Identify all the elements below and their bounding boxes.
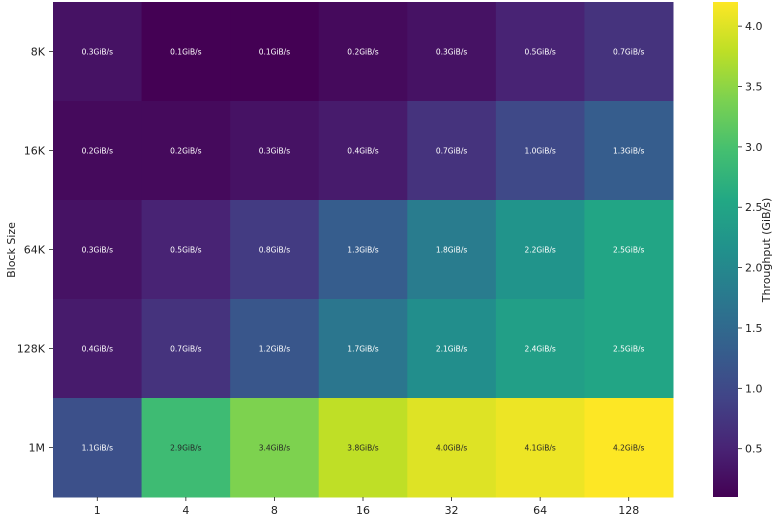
colorbar-tick-label: 1.0 xyxy=(745,382,763,395)
cell-value-label: 4.2GiB/s xyxy=(613,444,644,453)
heatmap-cell xyxy=(230,299,320,399)
cell-value-label: 0.1GiB/s xyxy=(259,48,290,57)
cell-value-label: 0.7GiB/s xyxy=(613,48,644,57)
colorbar-tick-label: 4.0 xyxy=(745,20,763,33)
heatmap-cell xyxy=(318,200,408,300)
heatmap-cell xyxy=(584,200,674,300)
heatmap-cell xyxy=(318,2,408,102)
heatmap-cell xyxy=(53,200,143,300)
heatmap-cell xyxy=(318,101,408,201)
y-tick-label: 1M xyxy=(29,442,46,455)
colorbar-tick-label: 2.0 xyxy=(745,262,763,275)
heatmap-cell xyxy=(53,398,143,498)
colorbar-tick-label: 2.5 xyxy=(745,201,763,214)
cell-value-label: 1.0GiB/s xyxy=(524,147,555,156)
x-tick-label: 16 xyxy=(356,504,370,516)
heatmap-cell xyxy=(407,101,497,201)
heatmap-cell xyxy=(141,101,231,201)
heatmap-cell-labels: 0.3GiB/s 0.1GiB/s 0.1GiB/s 0.2GiB/s 0.3GiB/s… xyxy=(82,48,645,453)
cell-value-label: 0.3GiB/s xyxy=(82,48,113,57)
y-tick-label: 128K xyxy=(17,343,46,356)
x-axis-ticks: 1 4 8 16 32 64 128 xyxy=(94,497,639,516)
heatmap-cells xyxy=(53,2,674,498)
heatmap-cell xyxy=(407,2,497,102)
heatmap-cell xyxy=(318,398,408,498)
x-tick-label: 8 xyxy=(271,504,278,516)
heatmap-cell xyxy=(230,101,320,201)
heatmap-cell xyxy=(53,2,143,102)
cell-value-label: 1.7GiB/s xyxy=(347,345,378,354)
colorbar-tick-label: 0.5 xyxy=(745,443,763,456)
cell-value-label: 0.3GiB/s xyxy=(436,48,467,57)
heatmap-cell xyxy=(407,398,497,498)
cell-value-label: 0.3GiB/s xyxy=(259,147,290,156)
heatmap-cell xyxy=(230,200,320,300)
colorbar-ticks: 0.5 1.0 1.5 2.0 2.5 3.0 3.5 4.0 xyxy=(738,20,763,456)
heatmap-cell xyxy=(495,2,585,102)
heatmap-cell xyxy=(141,2,231,102)
colorbar-label: Throughput (GiB/s) xyxy=(760,198,773,304)
heatmap-cell xyxy=(495,398,585,498)
heatmap-cell xyxy=(318,299,408,399)
cell-value-label: 0.2GiB/s xyxy=(82,147,113,156)
cell-value-label: 2.9GiB/s xyxy=(170,444,201,453)
heatmap-cell xyxy=(584,299,674,399)
heatmap-cell xyxy=(141,398,231,498)
cell-value-label: 0.5GiB/s xyxy=(524,48,555,57)
heatmap-cell xyxy=(141,299,231,399)
cell-value-label: 3.4GiB/s xyxy=(259,444,290,453)
heatmap-cell xyxy=(230,398,320,498)
y-tick-label: 64K xyxy=(24,244,46,257)
cell-value-label: 0.1GiB/s xyxy=(170,48,201,57)
heatmap-cell xyxy=(53,101,143,201)
cell-value-label: 1.8GiB/s xyxy=(436,246,467,255)
heatmap-cell xyxy=(584,101,674,201)
cell-value-label: 0.7GiB/s xyxy=(436,147,467,156)
cell-value-label: 1.3GiB/s xyxy=(613,147,644,156)
cell-value-label: 1.2GiB/s xyxy=(259,345,290,354)
cell-value-label: 4.1GiB/s xyxy=(524,444,555,453)
y-tick-label: 16K xyxy=(24,145,46,158)
heatmap-cell xyxy=(495,101,585,201)
x-tick-label: 128 xyxy=(618,504,639,516)
colorbar xyxy=(713,2,738,497)
heatmap-cell xyxy=(495,200,585,300)
cell-value-label: 1.3GiB/s xyxy=(347,246,378,255)
y-axis-ticks: 8K 16K 64K 128K 1M xyxy=(17,46,53,455)
cell-value-label: 0.2GiB/s xyxy=(347,48,378,57)
heatmap-cell xyxy=(584,2,674,102)
colorbar-tick-label: 3.0 xyxy=(745,141,763,154)
heatmap-cell xyxy=(53,299,143,399)
x-tick-label: 1 xyxy=(94,504,101,516)
x-tick-label: 32 xyxy=(445,504,459,516)
cell-value-label: 0.4GiB/s xyxy=(82,345,113,354)
cell-value-label: 1.1GiB/s xyxy=(82,444,113,453)
cell-value-label: 2.5GiB/s xyxy=(613,345,644,354)
heatmap-cell xyxy=(141,200,231,300)
cell-value-label: 2.2GiB/s xyxy=(524,246,555,255)
cell-value-label: 2.1GiB/s xyxy=(436,345,467,354)
x-tick-label: 64 xyxy=(533,504,547,516)
cell-value-label: 0.2GiB/s xyxy=(170,147,201,156)
heatmap-cell xyxy=(407,200,497,300)
heatmap-cell xyxy=(495,299,585,399)
cell-value-label: 2.5GiB/s xyxy=(613,246,644,255)
cell-value-label: 0.8GiB/s xyxy=(259,246,290,255)
heatmap-cell xyxy=(407,299,497,399)
y-axis-label: Block Size xyxy=(5,222,18,278)
colorbar-tick-label: 1.5 xyxy=(745,322,763,335)
cell-value-label: 0.3GiB/s xyxy=(82,246,113,255)
cell-value-label: 3.8GiB/s xyxy=(347,444,378,453)
cell-value-label: 2.4GiB/s xyxy=(524,345,555,354)
cell-value-label: 4.0GiB/s xyxy=(436,444,467,453)
cell-value-label: 0.5GiB/s xyxy=(170,246,201,255)
heatmap-cell xyxy=(584,398,674,498)
y-tick-label: 8K xyxy=(31,46,46,59)
cell-value-label: 0.4GiB/s xyxy=(347,147,378,156)
colorbar-tick-label: 3.5 xyxy=(745,81,763,94)
heatmap-cell xyxy=(230,2,320,102)
x-tick-label: 4 xyxy=(182,504,189,516)
cell-value-label: 0.7GiB/s xyxy=(170,345,201,354)
